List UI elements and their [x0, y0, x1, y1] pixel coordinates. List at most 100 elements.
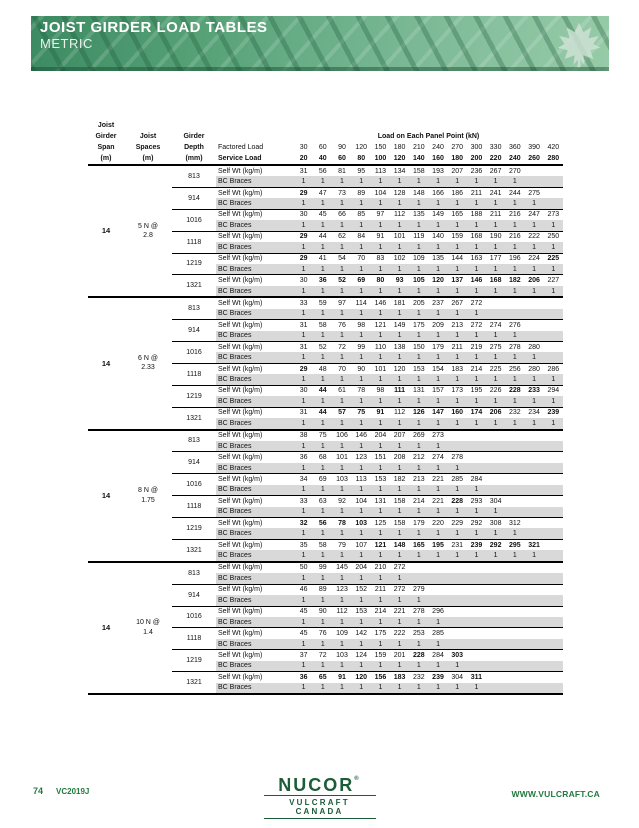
- self-weight-row: 1118 Self Wt (kg/m) 29 44 62 84 91 101 119 140 159…: [88, 231, 563, 254]
- factored-load-value: 360: [508, 143, 521, 151]
- self-wt-value: 253: [412, 630, 425, 638]
- self-wt-value: 221: [393, 608, 406, 616]
- load-table-container: Joist Girder Joist Girder Load on Each Panel…: [88, 120, 563, 695]
- bc-braces-value: [524, 638, 544, 651]
- col-header-span: Joist: [97, 121, 115, 129]
- bc-braces-value: 1: [524, 220, 544, 232]
- self-wt-value: 296: [432, 608, 444, 616]
- self-wt-value: [544, 297, 563, 308]
- bc-braces-value: 1: [428, 308, 448, 321]
- self-wt-value: 174: [470, 409, 483, 417]
- bc-braces-value: 1: [390, 638, 410, 651]
- depth-value: 813: [172, 429, 216, 453]
- self-wt-value: 272: [470, 299, 483, 307]
- depth-value: 813: [172, 165, 216, 188]
- self-wt-value: [524, 320, 543, 331]
- self-weight-row: 1321 Self Wt (kg/m) 35 58 79 107 121 148 165 195 2…: [88, 539, 563, 554]
- bc-braces-value: 1: [447, 682, 467, 694]
- self-wt-value: 213: [412, 475, 425, 483]
- bc-braces-value: 1: [409, 308, 429, 321]
- bc-braces-value: 1: [313, 440, 333, 453]
- factored-load-value: 150: [374, 143, 387, 151]
- bc-braces-value: [543, 198, 563, 210]
- self-wt-value: [486, 452, 505, 463]
- self-wt-value: 110: [374, 343, 386, 351]
- self-weight-row: 1219 Self Wt (kg/m) 29 41 54 70 83 102 109 135 144…: [88, 253, 563, 276]
- row-label-bc-braces: BC Braces: [216, 528, 294, 540]
- factored-load-label: Factored Load: [218, 143, 264, 151]
- bc-braces-value: 1: [313, 308, 333, 321]
- factored-load-value: 90: [338, 143, 346, 151]
- bc-braces-value: 1: [332, 616, 352, 629]
- bc-braces-row: BC Braces 1 1 1 1 1 1 1 1 1 1: [88, 308, 563, 321]
- bc-braces-value: [466, 440, 487, 453]
- bc-braces-value: [543, 330, 563, 342]
- bc-braces-value: 1: [428, 263, 448, 276]
- bc-braces-value: 1: [466, 506, 487, 518]
- bc-braces-row: BC Braces 1 1 1 1 1 1 1 1 1 1 1 1 1: [88, 352, 563, 364]
- bc-braces-value: 1: [370, 682, 391, 694]
- logo-divider: [263, 795, 376, 796]
- self-wt-value: 216: [508, 233, 521, 241]
- self-wt-value: [544, 672, 563, 683]
- bc-braces-row: BC Braces 1 1 1 1 1 1 1 1: [88, 638, 563, 651]
- self-wt-value: 54: [338, 255, 346, 263]
- bc-braces-value: 1: [351, 242, 371, 254]
- self-wt-value: 89: [357, 189, 366, 197]
- self-wt-value: 70: [357, 255, 366, 263]
- row-label-self-wt: Self Wt (kg/m): [218, 586, 263, 594]
- self-weight-row: 1321 Self Wt (kg/m) 31 44 57 75 91 112 126 147 160…: [88, 407, 563, 421]
- self-wt-value: 275: [528, 189, 540, 197]
- bc-braces-value: 1: [428, 374, 448, 386]
- bc-braces-row: BC Braces 1 1 1 1 1 1 1 1 1 1 1: [88, 506, 563, 518]
- spacer: [216, 131, 294, 142]
- bc-braces-value: [466, 616, 487, 629]
- depth-value: 914: [172, 319, 216, 342]
- self-wt-value: 276: [508, 321, 521, 329]
- col-header-span: (m): [100, 154, 112, 162]
- bc-braces-value: 1: [409, 660, 429, 673]
- bc-braces-value: 1: [543, 374, 563, 386]
- bc-braces-row: BC Braces 1 1 1 1 1 1 1 1 1 1 1 1 1 1: [88, 242, 563, 254]
- service-load-label: Service Load: [218, 154, 262, 162]
- self-wt-value: 168: [489, 277, 502, 285]
- bc-braces-value: 1: [390, 528, 410, 540]
- self-wt-value: [524, 297, 543, 308]
- self-wt-value: [544, 650, 563, 661]
- self-wt-value: 103: [336, 475, 348, 483]
- self-weight-row: 1016 Self Wt (kg/m) 45 90 112 153 214 221 278 296: [88, 606, 563, 629]
- self-wt-value: 158: [393, 497, 406, 505]
- self-wt-value: 267: [451, 299, 464, 307]
- self-wt-value: 285: [432, 630, 444, 638]
- bc-braces-value: 1: [486, 418, 506, 430]
- factored-load-value: 180: [393, 143, 406, 151]
- bc-braces-value: 1: [486, 285, 506, 298]
- bc-braces-value: 1: [351, 682, 371, 694]
- bc-braces-value: 1: [447, 374, 467, 386]
- self-wt-value: 163: [470, 255, 483, 263]
- self-wt-value: 149: [432, 211, 444, 219]
- self-wt-value: 119: [413, 233, 425, 241]
- bc-braces-value: 1: [390, 308, 410, 321]
- self-wt-value: 103: [336, 651, 348, 659]
- table-section: 14 10 N @1.4 813 Self Wt (kg/m) 50 99 145 204 21…: [88, 561, 563, 694]
- bc-braces-row: BC Braces 1 1 1 1 1 1 1 1 1 1 1 1: [88, 528, 563, 540]
- bc-braces-value: 1: [370, 528, 391, 540]
- bc-braces-value: 1: [390, 682, 410, 694]
- bc-braces-value: [505, 595, 525, 607]
- self-wt-value: [486, 628, 505, 639]
- self-wt-value: 148: [393, 541, 406, 549]
- row-label-self-wt: Self Wt (kg/m): [218, 321, 263, 329]
- bc-braces-value: 1: [294, 396, 314, 408]
- bc-braces-value: 1: [351, 484, 371, 497]
- bc-braces-value: 1: [351, 528, 371, 540]
- bc-braces-value: 1: [428, 242, 448, 254]
- bc-braces-value: 1: [351, 308, 371, 321]
- bc-braces-value: 1: [543, 220, 563, 232]
- self-wt-value: 101: [393, 233, 406, 241]
- self-wt-value: 104: [355, 497, 368, 505]
- website-link[interactable]: WWW.VULCRAFT.CA: [511, 789, 600, 799]
- self-wt-value: 234: [528, 409, 540, 417]
- self-wt-value: 56: [318, 167, 327, 175]
- row-label-self-wt: Self Wt (kg/m): [218, 454, 263, 462]
